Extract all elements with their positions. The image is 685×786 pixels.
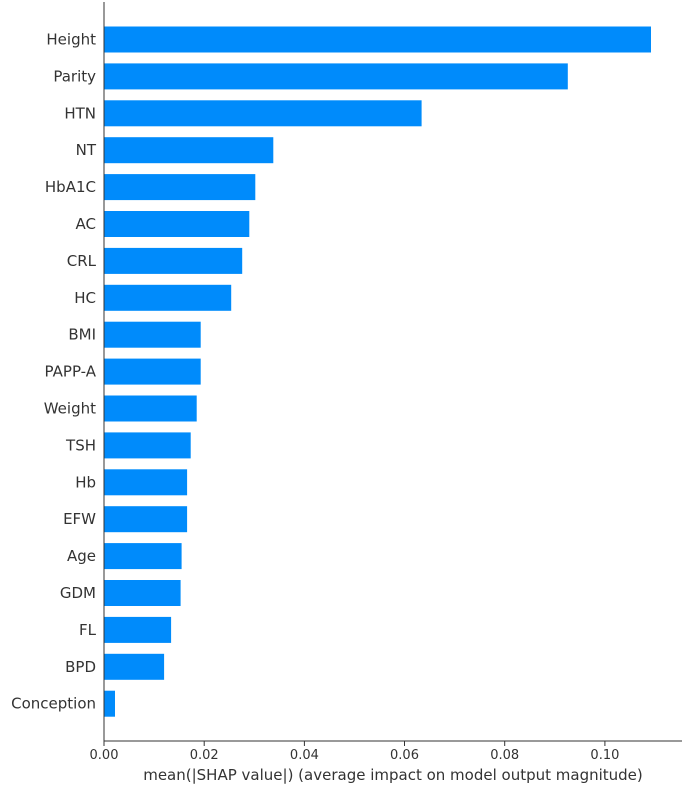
category-label-bpd: BPD: [65, 658, 96, 676]
bar-gdm: [104, 580, 181, 606]
x-tick-label: 0.06: [390, 748, 419, 763]
category-label-tsh: TSH: [65, 436, 96, 454]
bar-conception: [104, 690, 115, 717]
category-label-htn: HTN: [64, 104, 96, 122]
category-label-parity: Parity: [53, 67, 96, 85]
x-axis-title: mean(|SHAP value|) (average impact on mo…: [143, 766, 643, 784]
x-tick-label: 0.08: [490, 748, 519, 763]
category-label-conception: Conception: [11, 695, 96, 713]
category-label-gdm: GDM: [60, 584, 96, 602]
bar-hb: [104, 469, 188, 496]
bar-efw: [104, 506, 188, 533]
bars-group: [104, 26, 651, 717]
bar-weight: [104, 395, 197, 422]
category-label-height: Height: [46, 31, 96, 49]
category-label-hba1c: HbA1C: [45, 178, 96, 196]
x-tick-label: 0.10: [590, 748, 619, 763]
bar-ac: [104, 211, 250, 237]
bar-hc: [104, 284, 232, 311]
bar-height: [104, 26, 651, 53]
category-label-fl: FL: [79, 621, 97, 639]
category-label-ac: AC: [76, 215, 96, 233]
bar-htn: [104, 100, 422, 127]
bar-tsh: [104, 432, 191, 459]
bar-crl: [104, 247, 243, 274]
bar-hba1c: [104, 174, 256, 201]
category-label-papp-a: PAPP-A: [45, 363, 97, 381]
x-ticks-group: 0.00 0.02 0.04 0.06 0.08 0.10: [90, 741, 619, 763]
bar-papp-a: [104, 358, 201, 385]
category-label-efw: EFW: [63, 510, 96, 528]
bar-age: [104, 543, 182, 570]
category-label-nt: NT: [76, 141, 97, 159]
bar-fl: [104, 616, 172, 643]
category-label-weight: Weight: [44, 400, 96, 418]
x-tick-label: 0.00: [90, 748, 119, 763]
bar-nt: [104, 137, 274, 164]
x-tick-label: 0.02: [190, 748, 219, 763]
category-label-hb: Hb: [75, 473, 96, 491]
x-tick-label: 0.04: [290, 748, 319, 763]
bar-bpd: [104, 653, 165, 680]
category-label-crl: CRL: [67, 252, 97, 270]
category-labels: Height Parity HTN NT HbA1C AC CRL HC BMI PAPP-A We…: [11, 31, 97, 713]
bar-parity: [104, 63, 568, 90]
category-label-bmi: BMI: [68, 326, 96, 344]
category-label-age: Age: [67, 547, 96, 565]
bar-bmi: [104, 321, 201, 348]
category-label-hc: HC: [74, 289, 96, 307]
